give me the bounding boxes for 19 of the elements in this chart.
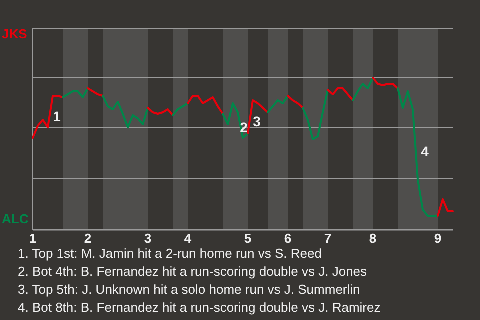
text: 3. Top 5th: J. Unknown hit a solo home run vs J. Summerlin: [18, 282, 360, 297]
text: ALC: [2, 211, 30, 226]
text: JKS: [2, 26, 28, 42]
annotation: 3: [253, 114, 262, 130]
x-tick-label: 9: [434, 231, 442, 246]
text: 2. Bot 4th: B. Fernandez hit a run-scoring double vs J. Jones: [18, 264, 368, 279]
annotation: 4: [421, 144, 430, 160]
x-tick-label: 4: [184, 231, 192, 246]
text: 1. Top 1st: M. Jamin hit a 2-run home run vs S. Reed: [18, 246, 322, 261]
x-tick-label: 7: [324, 231, 332, 246]
x-tick-label: 6: [284, 231, 292, 246]
x-tick-label: 8: [369, 231, 377, 246]
x-tick-label: 5: [244, 231, 252, 246]
text: 4. Bot 8th: B. Fernandez hit a run-scoring double vs J. Ramirez: [18, 300, 381, 315]
x-tick-label: 2: [84, 231, 92, 246]
annotation: 2: [240, 120, 248, 136]
x-tick-label: 1: [29, 231, 37, 246]
annotation: 1: [53, 108, 62, 125]
x-tick-label: 3: [144, 231, 152, 246]
